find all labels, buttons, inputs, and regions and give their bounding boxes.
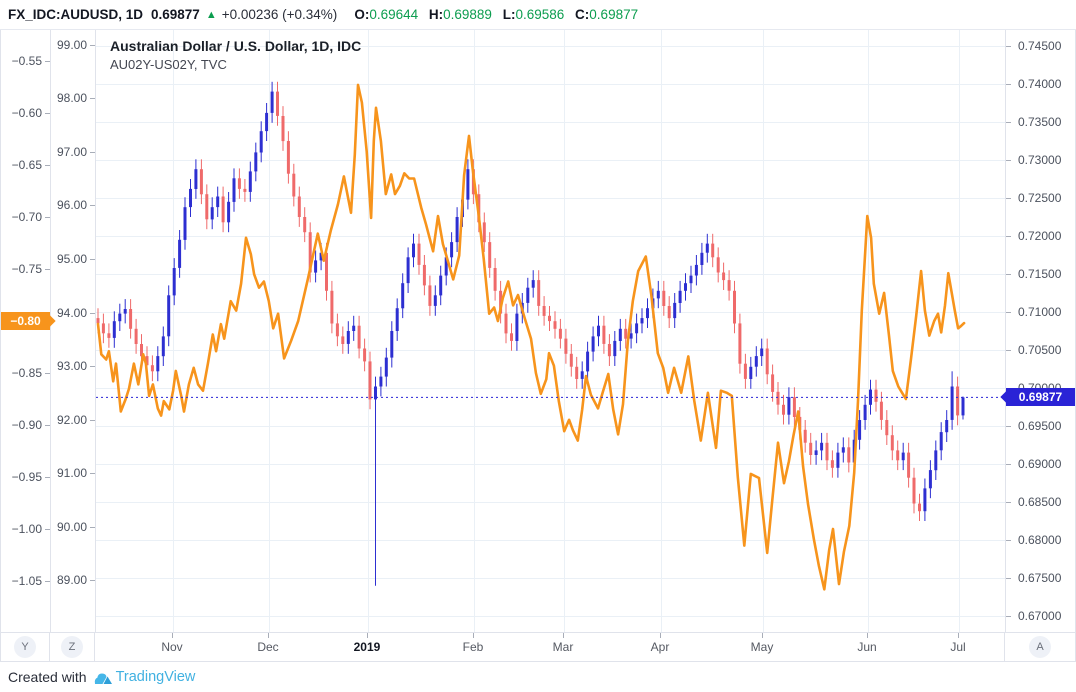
scale-button-a-cell: A [1005,633,1076,661]
secondary-axis-label: 93.00 [56,359,96,373]
spread-axis-label: −0.95 [11,469,51,484]
price-axis-label: 0.74500 [1005,39,1062,54]
time-axis-row: Y Z Nov Dec 2019 Feb Mar Apr May Jun Jul A [0,632,1076,662]
series-title-main[interactable]: Australian Dollar / U.S. Dollar, 1D, IDC [110,38,362,54]
price-axis-label: 0.69500 [1005,419,1062,434]
left-price-scale-secondary[interactable]: 99.00 98.00 97.00 96.00 95.00 94.00 93.00 92.00… [50,30,96,632]
time-axis-label: Mar [541,633,585,654]
open-label: O: [354,7,370,22]
spread-axis-label: −0.60 [11,105,51,120]
price-axis-label: 0.67000 [1005,609,1062,624]
price-axis-label: 0.72000 [1005,229,1062,244]
spread-axis-label: −0.75 [11,261,51,276]
scale-button-a[interactable]: A [1029,636,1051,658]
spread-axis-label: −1.00 [11,521,51,536]
series-title-overlay[interactable]: AU02Y-US02Y, TVC [110,57,227,72]
price-axis-label: 0.72500 [1005,191,1062,206]
time-axis-label: Dec [246,633,290,654]
secondary-axis-label: 90.00 [56,519,96,534]
time-axis-label: Jun [845,633,889,654]
right-price-scale[interactable]: 0.74500 0.74000 0.73500 0.73000 0.72500 0.720… [1005,30,1076,632]
price-change: +0.00236 (+0.34%) [221,7,338,22]
spread-axis-label: −1.05 [11,573,51,588]
price-axis-label: 0.74000 [1005,77,1062,92]
chart-plot-area[interactable]: Australian Dollar / U.S. Dollar, 1D, IDC… [95,30,1006,633]
secondary-axis-label: 98.00 [56,91,96,106]
last-price-tag: 0.69877 [1006,388,1075,407]
change-up-arrow-icon: ▲ [205,8,217,21]
scale-button-y-cell: Y [0,633,50,661]
scale-button-z-cell: Z [50,633,95,661]
secondary-axis-label: 95.00 [56,252,96,266]
last-price-tag-value: 0.69877 [1018,390,1063,405]
price-axis-label: 0.68500 [1005,495,1062,510]
secondary-axis-label: 96.00 [56,198,96,213]
low-label: L: [502,7,516,22]
close-label: C: [575,7,590,22]
secondary-axis-label: 97.00 [56,144,96,159]
price-axis-label: 0.69000 [1005,457,1062,472]
left-price-scale-spread[interactable]: −0.55 −0.60 −0.65 −0.70 −0.75 −0.80 −0.85 −0.90… [0,30,51,632]
chart-legend: Australian Dollar / U.S. Dollar, 1D, IDC… [110,37,361,74]
footer-credit: Created with TradingView [0,662,1076,692]
open-value: 0.69644 [369,7,419,22]
time-axis-label: May [740,633,784,654]
secondary-axis-label: 94.00 [56,305,96,320]
tradingview-logo-icon[interactable] [94,670,113,685]
high-label: H: [428,7,444,22]
secondary-axis-label: 99.00 [56,37,96,52]
tradingview-brand[interactable]: TradingView [115,669,196,685]
symbol-name[interactable]: FX_IDC:AUDUSD, 1D [8,7,144,22]
low-value: 0.69586 [515,7,565,22]
last-price-value: 0.69877 [151,7,200,22]
price-axis-label: 0.71500 [1005,267,1062,282]
time-axis-label: 2019 [345,633,389,654]
chart-body: −0.55 −0.60 −0.65 −0.70 −0.75 −0.80 −0.85 −0.90… [0,29,1076,633]
spread-axis-label: −0.85 [11,365,51,380]
high-value: 0.69889 [443,7,492,22]
price-axis-label: 0.71000 [1005,305,1062,320]
secondary-axis-label: 89.00 [56,573,96,588]
secondary-axis-label: 91.00 [56,466,96,481]
spread-price-tag-value: −0.80 [10,313,41,328]
ohlc-readout: O:0.69644 H:0.69889 L:0.69586 C:0.69877 [347,7,638,22]
spread-axis-label: −0.65 [11,157,51,172]
scale-button-z[interactable]: Z [61,636,83,658]
symbol-info-bar: FX_IDC:AUDUSD, 1D 0.69877 ▲ +0.00236 (+0… [0,0,1076,29]
spread-axis-label: −0.70 [11,209,51,224]
spread-axis-label: −0.55 [11,53,51,68]
time-scale[interactable]: Nov Dec 2019 Feb Mar Apr May Jun Jul [95,633,1005,661]
price-axis-label: 0.67500 [1005,571,1062,586]
close-value: 0.69877 [589,7,639,22]
time-axis-label: Feb [451,633,495,654]
price-axis-label: 0.70500 [1005,343,1062,358]
secondary-axis-label: 92.00 [56,412,96,427]
spread-price-tag: −0.80 [1,311,50,330]
price-axis-label: 0.73000 [1005,153,1062,168]
time-axis-label: Apr [638,633,682,654]
price-axis-label: 0.68000 [1005,533,1062,548]
time-axis-label: Nov [150,633,194,654]
time-axis-label: Jul [936,633,980,654]
price-axis-label: 0.73500 [1005,115,1062,130]
spread-axis-label: −0.90 [11,417,51,432]
credit-text: Created with [8,669,87,685]
scale-button-y[interactable]: Y [14,636,36,658]
